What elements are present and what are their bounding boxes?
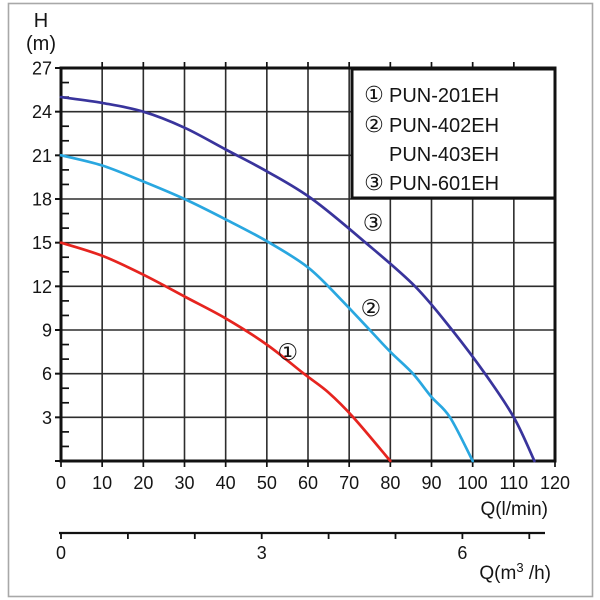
y-tick-label: 27 — [32, 59, 52, 79]
curve-pun-601eh — [59, 95, 536, 463]
x-tick-label: 30 — [174, 473, 194, 493]
secondary-axis-layer: 0 3 6 — [56, 531, 545, 563]
x-tick-label: 90 — [421, 473, 441, 493]
y-tick-label: 9 — [42, 321, 52, 341]
x-tick-label: 120 — [540, 473, 570, 493]
plot-border-layer — [59, 66, 557, 463]
x2-tick-label: 3 — [257, 543, 267, 563]
legend-label: PUN-403EH — [389, 144, 499, 166]
curve-annotation: ③ — [363, 209, 384, 235]
tick-layer: 3 6 9 12 15 18 21 24 27 0 10 20 30 40 50 60 70 80 90 100 110… — [32, 59, 570, 494]
frame-border — [7, 2, 594, 598]
x-tick-label: 60 — [298, 473, 318, 493]
y-axis-title-line1: H — [34, 10, 48, 32]
x-tick-label: 20 — [133, 473, 153, 493]
y-tick-label: 3 — [42, 408, 52, 428]
y-tick-label: 24 — [32, 102, 52, 122]
annotation-layer: ① ② ③ — [278, 209, 384, 365]
legend-label: PUN-201EH — [389, 85, 499, 107]
plot-border — [59, 66, 557, 463]
x-tick-label: 80 — [380, 473, 400, 493]
legend-marker: ③ — [364, 170, 384, 195]
x2-title-sup: 3 — [516, 560, 523, 575]
secondary-x-axis-title: Q(m3 /h) — [479, 560, 551, 584]
x-tick-label: 100 — [458, 473, 488, 493]
legend-marker: ① — [364, 82, 384, 107]
x-tick-label: 40 — [216, 473, 236, 493]
legend-box — [350, 67, 557, 200]
x-axis-title: Q(l/min) — [480, 499, 548, 520]
y-tick-label: 6 — [42, 364, 52, 384]
curve-pun-201eh — [59, 241, 392, 463]
y-tick-label: 18 — [32, 190, 52, 210]
legend-marker: ② — [364, 112, 384, 137]
y-tick-label: 12 — [32, 277, 52, 297]
x-tick-label: 110 — [499, 473, 528, 493]
curve-pun-402eh-pun-403eh — [59, 153, 475, 463]
legend-label: PUN-402EH — [389, 115, 499, 137]
x-tick-label: 70 — [339, 473, 359, 493]
y-tick-label: 15 — [32, 233, 52, 253]
curve-layer — [59, 95, 536, 463]
x-tick-label: 10 — [92, 473, 112, 493]
x2-tick-label: 6 — [457, 543, 467, 563]
y-tick-label: 21 — [32, 146, 52, 166]
x2-tick-label: 0 — [56, 543, 66, 563]
x-tick-label: 50 — [257, 473, 277, 493]
x-tick-label: 0 — [56, 473, 66, 493]
y-axis-title-line2: (m) — [26, 33, 56, 55]
curve-annotation: ② — [361, 295, 382, 321]
curve-annotation: ① — [278, 339, 299, 365]
x2-title-prefix: Q(m — [479, 563, 516, 584]
x2-title-suffix: /h) — [524, 563, 551, 584]
legend-label: PUN-601EH — [389, 173, 499, 195]
